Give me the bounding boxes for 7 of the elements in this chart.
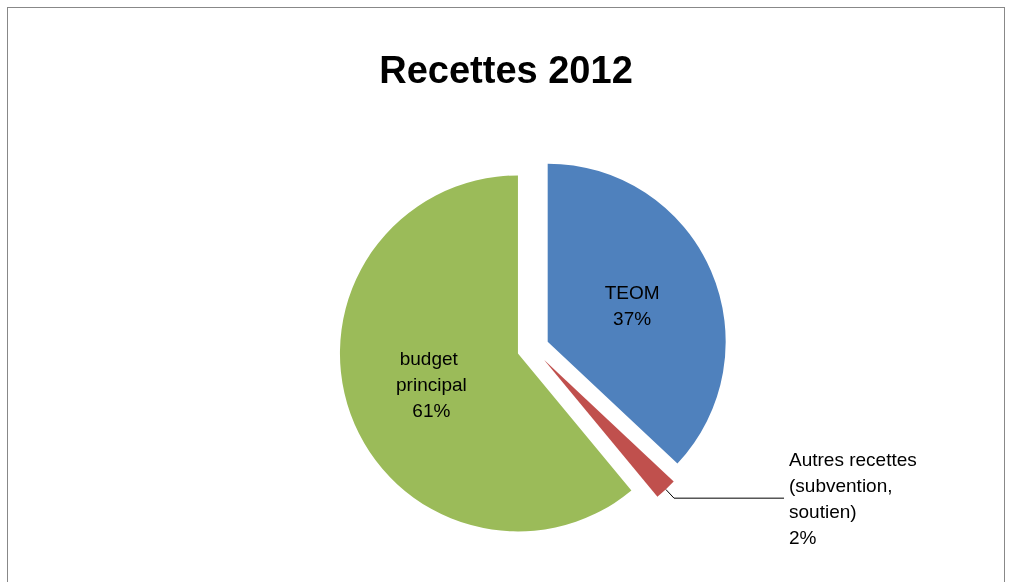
chart-title: Recettes 2012 (379, 49, 633, 91)
slice-label: TEOM (604, 281, 660, 303)
data-label: 2% (789, 526, 817, 548)
slice-label: budget principal (396, 348, 467, 396)
slice-label: Autres recettes (subvention, soutien) (789, 448, 923, 522)
data-label: 37% (613, 307, 652, 329)
data-label: 61% (412, 400, 451, 422)
